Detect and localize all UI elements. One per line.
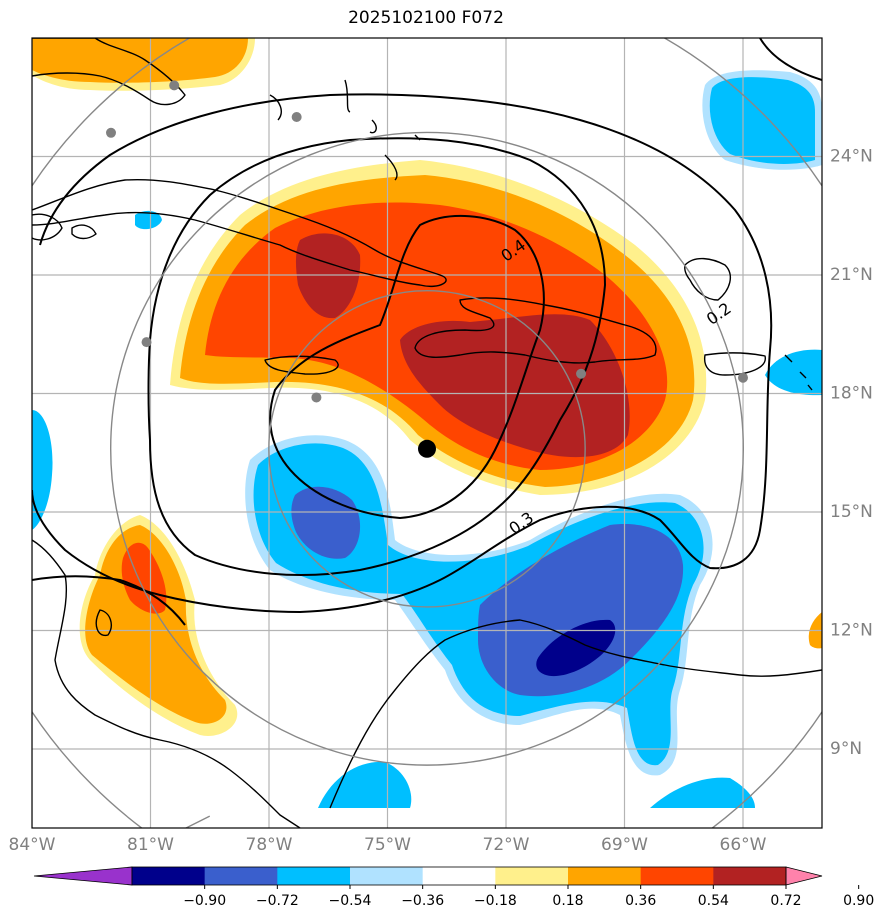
- graticule: [32, 38, 822, 828]
- station-dot: [738, 372, 748, 383]
- colorbar-outline: [131, 866, 787, 886]
- colorbar-segment: [422, 867, 496, 885]
- contour-0.2: [32, 93, 773, 614]
- map-title: 2025102100 F072: [348, 8, 504, 28]
- coast-isla-juventud: [71, 224, 97, 240]
- colorbar-segment: [568, 867, 642, 885]
- colorbar-tick-label: 0.18: [552, 893, 583, 909]
- contour-sw: [32, 575, 186, 626]
- pos-sw-054: [85, 525, 227, 724]
- coast-florida: [32, 38, 186, 106]
- station-dot: [311, 392, 322, 403]
- lat-tick-label: 24°N: [830, 147, 873, 167]
- lat-tick-label: 12°N: [830, 621, 873, 641]
- coast-cuba-west: [32, 213, 63, 241]
- colorbar-tick-label: −0.54: [329, 893, 372, 909]
- station-dot: [169, 80, 180, 91]
- colorbar-tick-label: −0.36: [401, 893, 444, 909]
- neg-band-072: [536, 619, 616, 677]
- colorbar: −0.90 −0.72 −0.54 −0.36 −0.18 0.18 0.36 0.54 0.7…: [33, 866, 874, 909]
- colorbar-segment: [204, 867, 278, 885]
- coast-nicaragua-lakes: [95, 609, 112, 637]
- colorbar-tick-label: 0.54: [698, 893, 729, 909]
- neg-w-036: [32, 410, 53, 530]
- colorbar-segment: [495, 867, 569, 885]
- longitude-labels: 84°W 81°W 78°W 75°W 72°W 69°W 66°W: [9, 835, 767, 855]
- station-dot: [141, 337, 152, 348]
- colorbar-segment: [277, 867, 351, 885]
- lat-tick-label: 9°N: [830, 739, 862, 759]
- lon-tick-label: 78°W: [246, 835, 293, 855]
- colorbar-segment: [640, 867, 714, 885]
- latitude-labels: 24°N 21°N 18°N 15°N 12°N 9°N: [830, 147, 873, 760]
- pos-band-090b: [400, 314, 630, 458]
- colorbar-tick-label: −0.18: [474, 893, 517, 909]
- lon-tick-label: 66°W: [720, 835, 767, 855]
- range-ring: [109, 131, 745, 766]
- colorbar-extend-min: [33, 866, 133, 886]
- contour-0.4: [269, 215, 545, 520]
- lon-tick-label: 72°W: [483, 835, 530, 855]
- colorbar-segment: [350, 867, 424, 885]
- anomaly-shading: [32, 38, 822, 808]
- lon-tick-label: 81°W: [127, 835, 174, 855]
- coastlines: [32, 38, 822, 828]
- coast-lesser-antilles: [784, 354, 813, 391]
- colorbar-segment: [132, 867, 206, 885]
- lon-tick-label: 69°W: [601, 835, 648, 855]
- contour-lines: [32, 38, 822, 626]
- lat-tick-label: 18°N: [830, 384, 873, 404]
- ring-spoke: [184, 815, 211, 828]
- lat-tick-label: 21°N: [830, 265, 873, 285]
- lat-tick-label: 15°N: [830, 502, 873, 522]
- range-ring: [268, 289, 586, 608]
- lon-tick-label: 84°W: [9, 835, 56, 855]
- station-dot: [576, 368, 587, 379]
- storm-center-marker: [418, 439, 436, 458]
- stations: [106, 80, 748, 403]
- neg-cuba-036: [135, 210, 162, 230]
- colorbar-tick-label: 0.36: [625, 893, 656, 909]
- coast-jamaica: [264, 355, 339, 375]
- colorbar-tick-label: 0.72: [770, 893, 801, 909]
- neg-band-054b: [478, 524, 684, 697]
- station-dot: [106, 127, 116, 138]
- contour-0.1-ne: [759, 38, 822, 81]
- colorbar-tick-label: 0.90: [843, 893, 874, 909]
- lon-tick-label: 75°W: [364, 835, 411, 855]
- coast-south-america: [329, 619, 822, 809]
- map-frame: [31, 37, 823, 829]
- colorbar-tick-label: −0.90: [183, 893, 226, 909]
- pos-nw-054: [32, 38, 248, 83]
- coast-hispaniola: [414, 297, 657, 364]
- colorbar-extend-max: [785, 866, 823, 886]
- colorbar-segment: [713, 867, 787, 885]
- station-dot: [291, 112, 302, 122]
- colorbar-tick-label: −0.72: [256, 893, 299, 909]
- coast-puerto-rico: [703, 352, 766, 376]
- pos-band-090: [295, 233, 361, 319]
- coast-ne-island: [684, 257, 732, 301]
- contour-0.3: [147, 137, 607, 576]
- neg-s2-036: [650, 777, 755, 808]
- coast-bahamas: [269, 79, 421, 181]
- neg-e-036: [765, 349, 822, 396]
- coast-cuba: [32, 178, 447, 287]
